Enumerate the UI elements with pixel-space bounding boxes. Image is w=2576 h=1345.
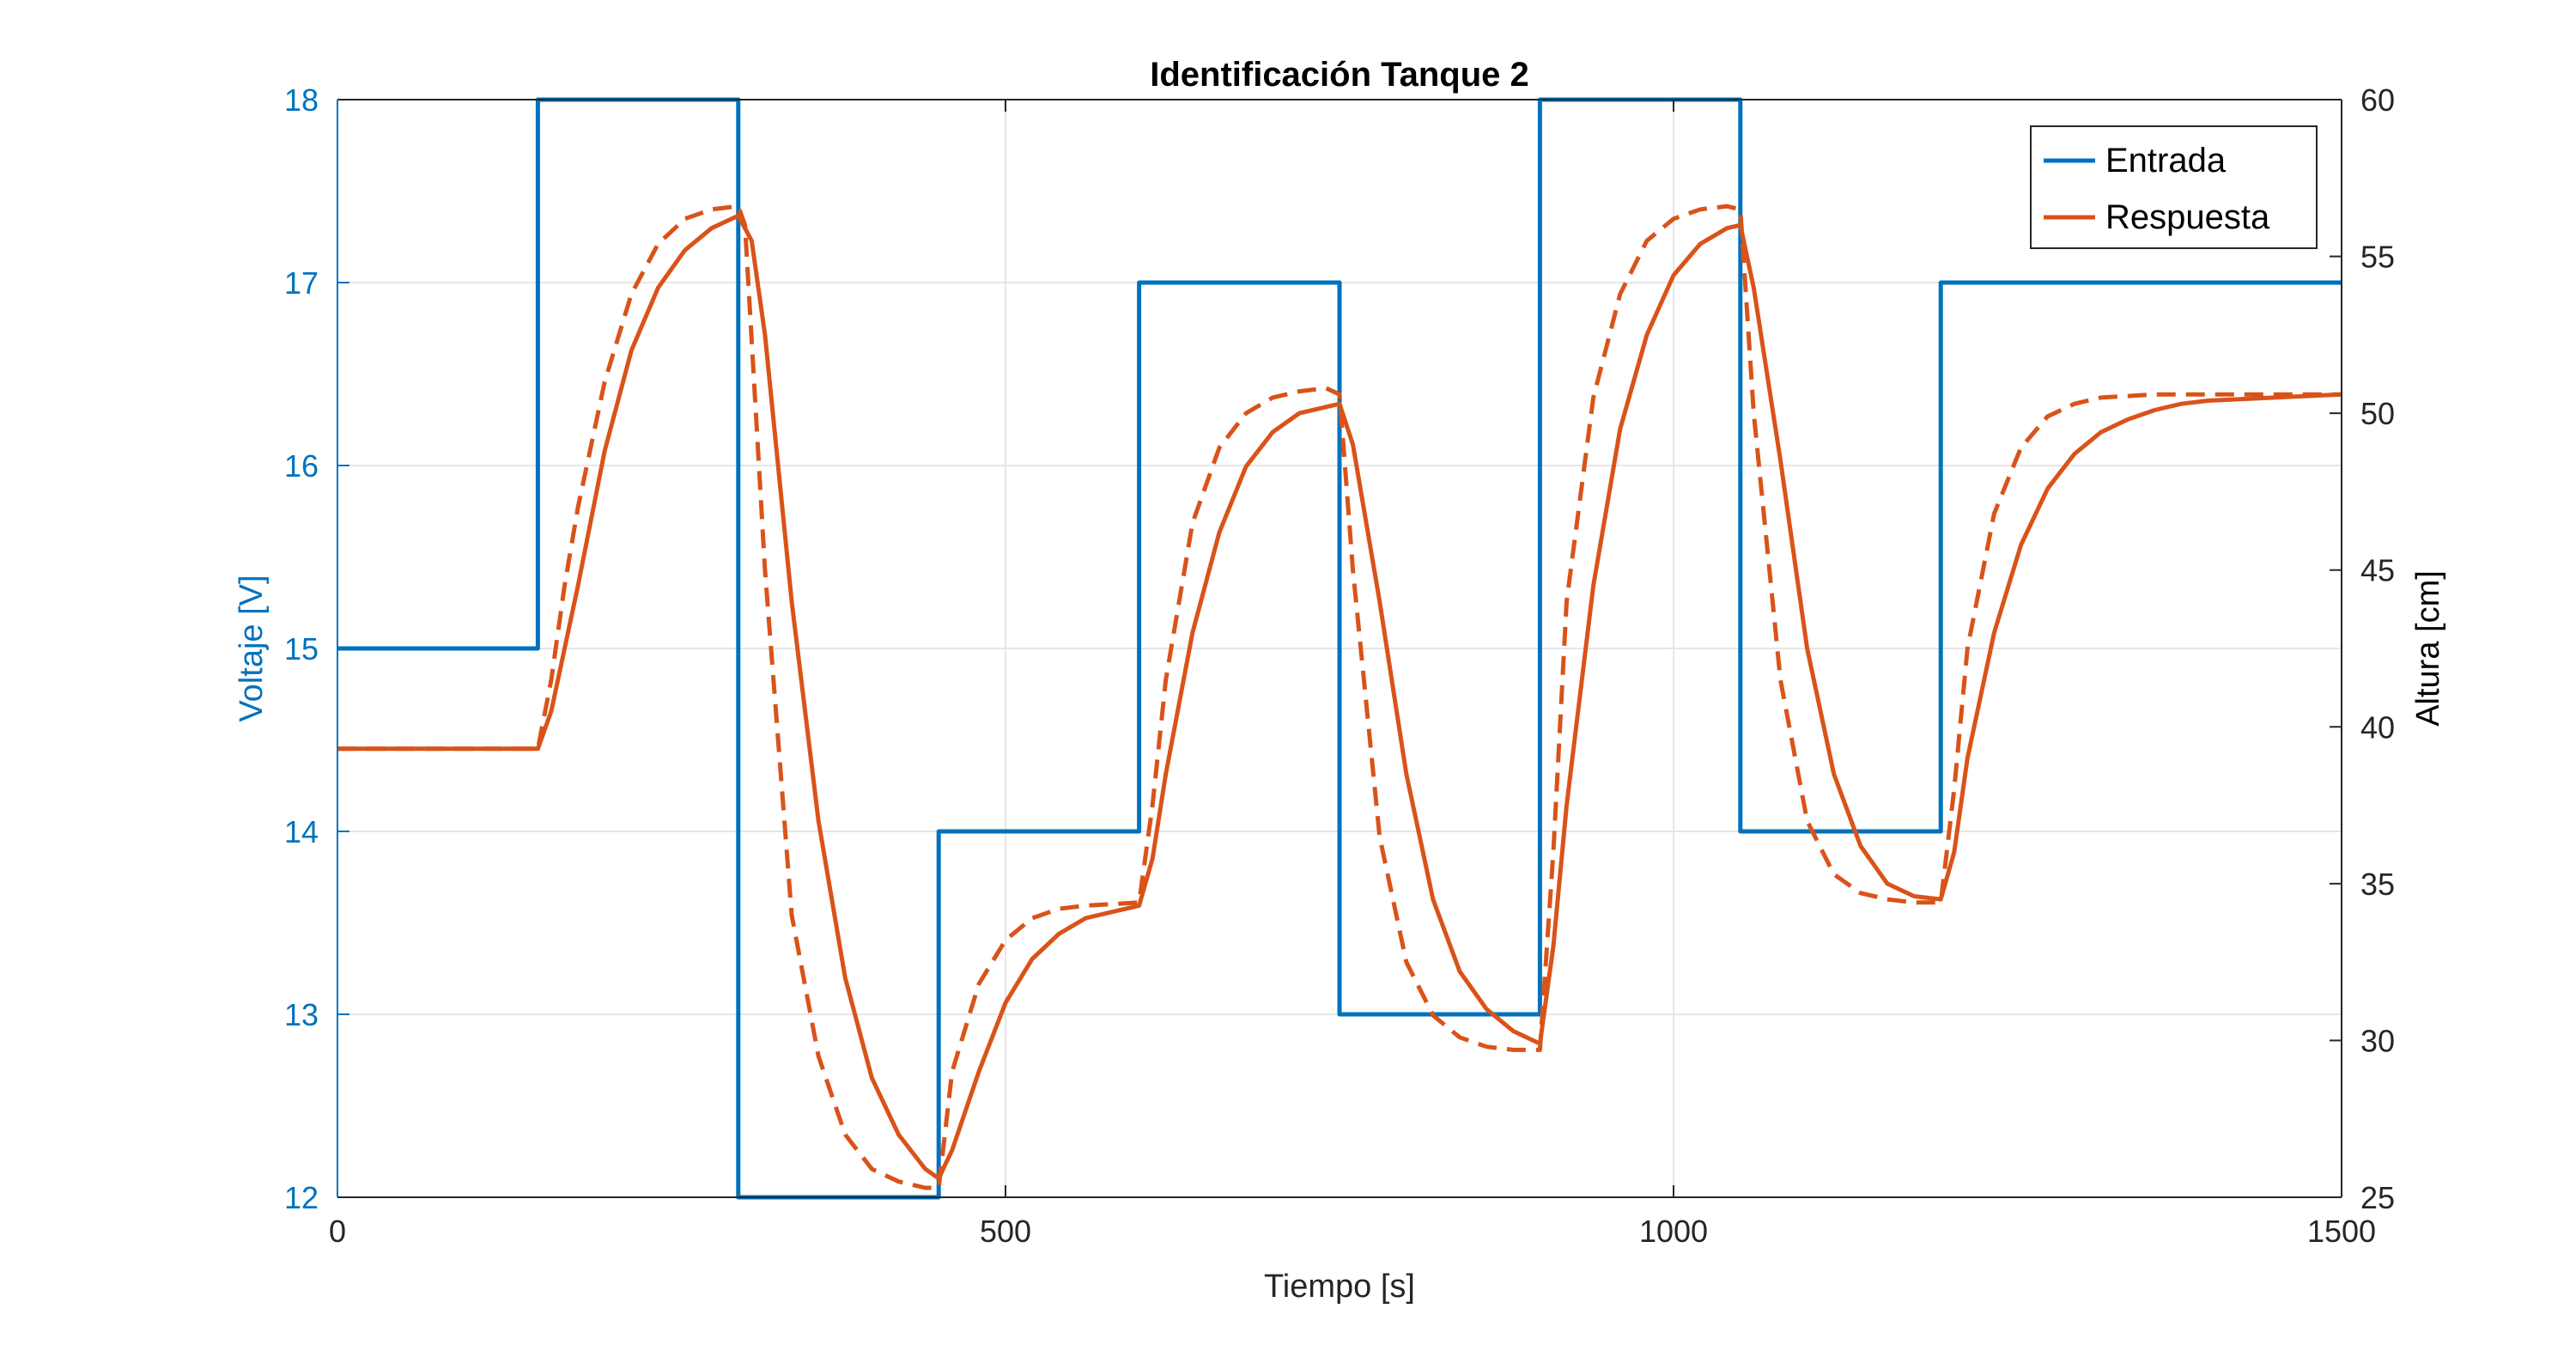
x-tick-label: 500 xyxy=(980,1214,1031,1249)
x-tick-label: 1500 xyxy=(2307,1214,2376,1249)
chart-title: Identificación Tanque 2 xyxy=(1150,56,1529,94)
x-tick-label: 0 xyxy=(329,1214,346,1249)
y-right-tick-label: 60 xyxy=(2360,82,2395,118)
x-axis-label: Tiempo [s] xyxy=(1264,1269,1415,1305)
x-tick-label: 1000 xyxy=(1639,1214,1708,1249)
y-right-tick-label: 25 xyxy=(2360,1180,2395,1215)
y-right-tick-label: 35 xyxy=(2360,867,2395,902)
series-dashed-response-line xyxy=(337,204,2342,1190)
y-right-tick-label: 30 xyxy=(2360,1023,2395,1058)
y-left-tick-label: 14 xyxy=(284,814,319,849)
legend-label-entrada: Entrada xyxy=(2105,142,2227,180)
y-right-tick-label: 45 xyxy=(2360,553,2395,588)
axes-frame xyxy=(337,99,2342,1198)
y-axis-left-label: Voltaje [V] xyxy=(234,575,270,721)
legend: Entrada Respuesta xyxy=(2030,125,2318,249)
y-left-tick-label: 13 xyxy=(284,997,319,1032)
y-right-tick-label: 50 xyxy=(2360,396,2395,431)
tick-labels: 0 500 1000 1500 12 13 14 15 16 17 18 25 30 35 40 45 50 55… xyxy=(284,82,2395,1249)
y-right-tick-label: 40 xyxy=(2360,709,2395,745)
y-left-tick-label: 18 xyxy=(284,82,319,118)
y-axis-right-label: Altura [cm] xyxy=(2410,570,2446,727)
y-right-tick-label: 55 xyxy=(2360,240,2395,275)
y-left-tick-label: 12 xyxy=(284,1180,319,1215)
legend-box xyxy=(2030,125,2318,249)
legend-label-respuesta: Respuesta xyxy=(2105,198,2270,236)
y-left-tick-label: 16 xyxy=(284,448,319,484)
y-left-tick-label: 15 xyxy=(284,631,319,666)
series-respuesta-line xyxy=(337,213,2342,1181)
y-left-tick-label: 17 xyxy=(284,265,319,301)
